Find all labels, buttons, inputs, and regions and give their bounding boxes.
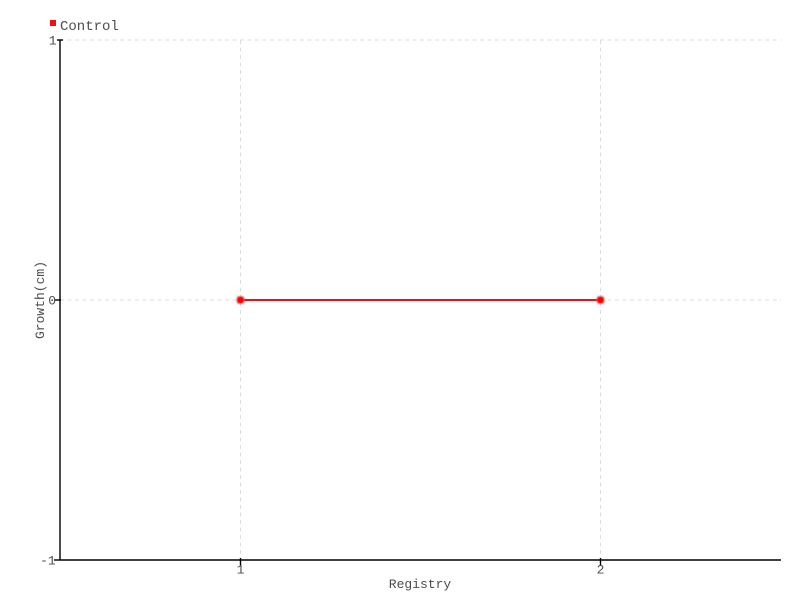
svg-text:Control: Control (60, 19, 119, 35)
svg-text:-1: -1 (40, 554, 56, 569)
svg-text:1: 1 (237, 563, 245, 578)
svg-text:1: 1 (49, 34, 57, 49)
svg-text:Growth(cm): Growth(cm) (33, 261, 48, 339)
svg-text:0: 0 (48, 294, 56, 309)
svg-text:2: 2 (597, 563, 605, 578)
svg-text:Registry: Registry (389, 577, 452, 592)
